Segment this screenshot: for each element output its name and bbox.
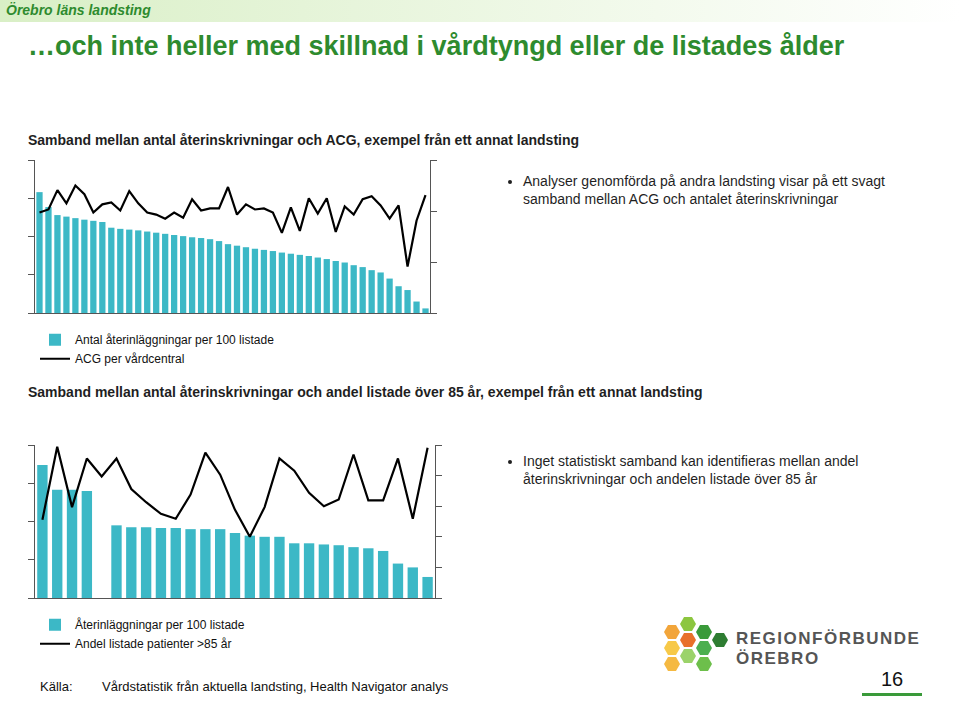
svg-text:ÖREBRO: ÖREBRO xyxy=(736,649,820,668)
svg-text:Återinläggningar per 100 lista: Återinläggningar per 100 listade xyxy=(75,617,245,632)
html-text:Källa:: Källa: xyxy=(40,679,73,694)
svg-text:Andel listade patienter >85 år: Andel listade patienter >85 år xyxy=(75,637,231,651)
html-text:Örebro läns landsting: Örebro läns landsting xyxy=(6,2,151,18)
html-text:Inget statistiskt samband kan: Inget statistiskt samband kan identifier… xyxy=(523,453,859,487)
html-text:…och inte heller med skillnad: …och inte heller med skillnad i vårdtyng… xyxy=(28,31,845,61)
html-text:16: 16 xyxy=(880,668,904,690)
svg-text:REGIONFÖRBUNDET: REGIONFÖRBUNDET xyxy=(736,629,920,648)
html-text:Vårdstatistik från aktuella la: Vårdstatistik från aktuella landsting, H… xyxy=(102,679,449,694)
html-text:Samband mellan antal återinskr: Samband mellan antal återinskrivningar o… xyxy=(28,132,580,148)
html-text:Analyser genomförda på andra l: Analyser genomförda på andra landsting v… xyxy=(523,173,885,207)
svg-text:Antal återinläggningar per 100: Antal återinläggningar per 100 listade xyxy=(75,333,274,347)
svg-text:ACG per vårdcentral: ACG per vårdcentral xyxy=(75,352,184,366)
html-text:Samband mellan antal återinskr: Samband mellan antal återinskrivningar o… xyxy=(28,384,703,400)
